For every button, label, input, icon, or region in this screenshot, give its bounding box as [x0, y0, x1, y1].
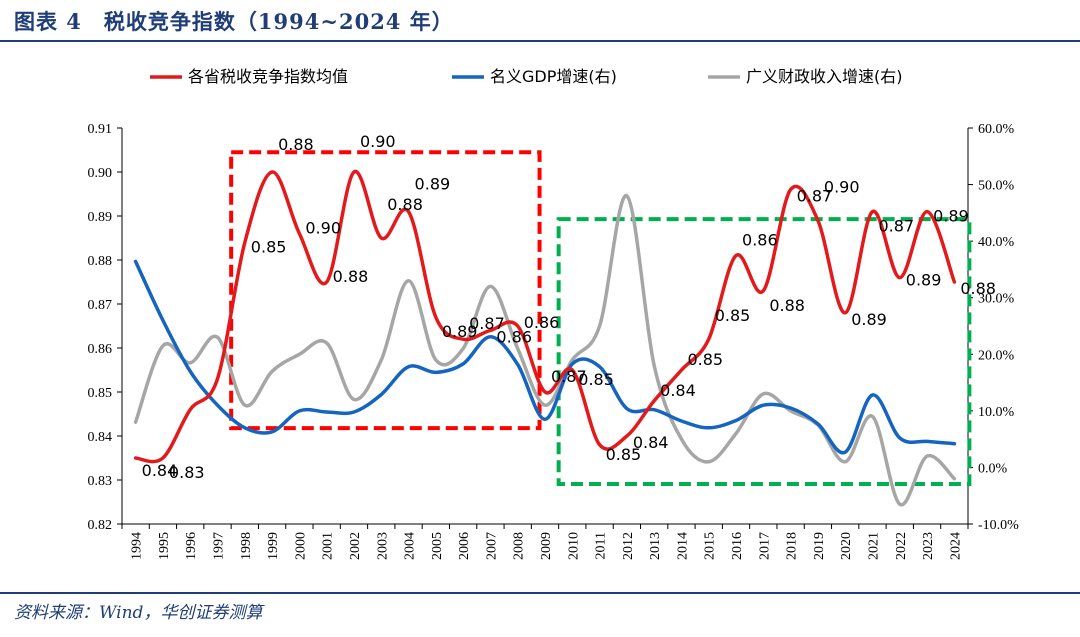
x-tick-label: 2019: [812, 532, 827, 560]
x-tick-label: 1996: [184, 532, 199, 560]
x-tick-label: 2013: [648, 532, 663, 560]
series-line-1: [133, 259, 957, 455]
left-tick-label: 0.82: [88, 518, 113, 533]
x-tick-label: 2015: [703, 532, 718, 560]
x-tick-label: 2007: [484, 532, 499, 560]
data-label: 0.87: [469, 314, 505, 333]
data-label: 0.90: [305, 219, 341, 238]
x-tick-label: 2005: [430, 532, 445, 560]
x-tick-label: 2014: [675, 532, 690, 560]
source-note: 资料来源：Wind，华创证券测算: [14, 603, 263, 623]
data-label: 0.89: [906, 271, 942, 290]
x-tick-label: 2024: [948, 532, 963, 560]
x-tick-label: 1999: [266, 532, 281, 560]
x-tick-label: 1997: [212, 532, 227, 560]
left-tick-label: 0.90: [88, 166, 113, 181]
x-tick-label: 1995: [157, 532, 172, 560]
x-tick-label: 2000: [293, 532, 308, 560]
data-label: 0.88: [769, 296, 805, 315]
data-label: 0.84: [633, 433, 669, 452]
right-tick-label: 40.0%: [978, 235, 1015, 250]
left-tick-label: 0.85: [88, 386, 113, 401]
data-label: 0.90: [824, 177, 860, 196]
x-tick-label: 2021: [866, 532, 881, 560]
data-label: 0.87: [878, 217, 914, 236]
x-tick-label: 1994: [130, 532, 145, 560]
x-tick-label: 2023: [921, 532, 936, 560]
x-tick-label: 2004: [403, 532, 418, 560]
right-tick-label: 0.0%: [978, 461, 1008, 476]
left-tick-label: 0.91: [88, 122, 113, 137]
right-tick-label: 30.0%: [978, 292, 1015, 307]
data-label: 0.87: [551, 367, 587, 386]
right-tick-label: 50.0%: [978, 179, 1015, 194]
data-label: 0.85: [578, 370, 614, 389]
right-tick-label: 10.0%: [978, 405, 1015, 420]
chart-title: 图表 4 税收竞争指数（1994~2024 年）: [14, 9, 454, 34]
data-label: 0.88: [387, 195, 423, 214]
x-tick-label: 2010: [566, 532, 581, 560]
right-tick-label: 60.0%: [978, 122, 1015, 137]
red-highlight-box: [229, 150, 542, 431]
data-label: 0.87: [797, 187, 833, 206]
right-tick-label: 20.0%: [978, 348, 1015, 363]
data-label: 0.86: [496, 327, 532, 346]
legend-red-label: 各省税收竞争指数均值: [188, 67, 348, 86]
x-tick-label: 2018: [785, 532, 800, 560]
x-tick-label: 2008: [512, 532, 527, 560]
x-tick-label: 2022: [894, 532, 909, 560]
data-label: 0.83: [169, 463, 205, 482]
x-tick-label: 2012: [621, 532, 636, 560]
left-tick-label: 0.86: [88, 342, 113, 357]
data-label: 0.86: [742, 231, 778, 250]
x-tick-label: 2003: [375, 532, 390, 560]
x-tick-label: 2020: [839, 532, 854, 560]
right-tick-label: -10.0%: [978, 518, 1019, 533]
legend-gray-label: 广义财政收入增速(右): [746, 67, 903, 86]
x-tick-label: 2011: [594, 532, 609, 559]
left-tick-label: 0.84: [88, 430, 113, 445]
left-tick-label: 0.83: [88, 474, 113, 489]
left-tick-label: 0.87: [88, 298, 113, 313]
data-label: 0.84: [142, 461, 178, 480]
x-tick-label: 2006: [457, 532, 472, 560]
data-label: 0.84: [660, 381, 696, 400]
data-label: 0.88: [333, 267, 369, 286]
data-label: 0.89: [933, 207, 969, 226]
x-tick-label: 2001: [321, 532, 336, 560]
data-label: 0.89: [851, 310, 887, 329]
data-label: 0.88: [960, 279, 996, 298]
source-rule: [0, 592, 1080, 594]
data-label: 0.90: [360, 132, 396, 151]
title-rule: [0, 40, 1080, 42]
data-label: 0.89: [442, 322, 478, 341]
legend-blue-label: 名义GDP增速(右): [490, 67, 617, 86]
x-tick-label: 2009: [539, 532, 554, 560]
data-label: 0.85: [251, 237, 287, 256]
green-highlight-box: [556, 217, 972, 486]
data-label: 0.89: [415, 175, 451, 194]
x-tick-label: 2002: [348, 532, 363, 560]
x-tick-label: 2017: [757, 532, 772, 560]
x-tick-label: 2016: [730, 532, 745, 560]
data-label: 0.85: [715, 306, 751, 325]
data-label: 0.85: [687, 350, 723, 369]
left-tick-label: 0.88: [88, 254, 113, 269]
data-label: 0.86: [524, 313, 560, 332]
x-tick-label: 1998: [239, 532, 254, 560]
series-line-0: [133, 170, 957, 464]
data-label: 0.85: [606, 445, 642, 464]
left-tick-label: 0.89: [88, 210, 113, 225]
data-label: 0.88: [278, 135, 314, 154]
